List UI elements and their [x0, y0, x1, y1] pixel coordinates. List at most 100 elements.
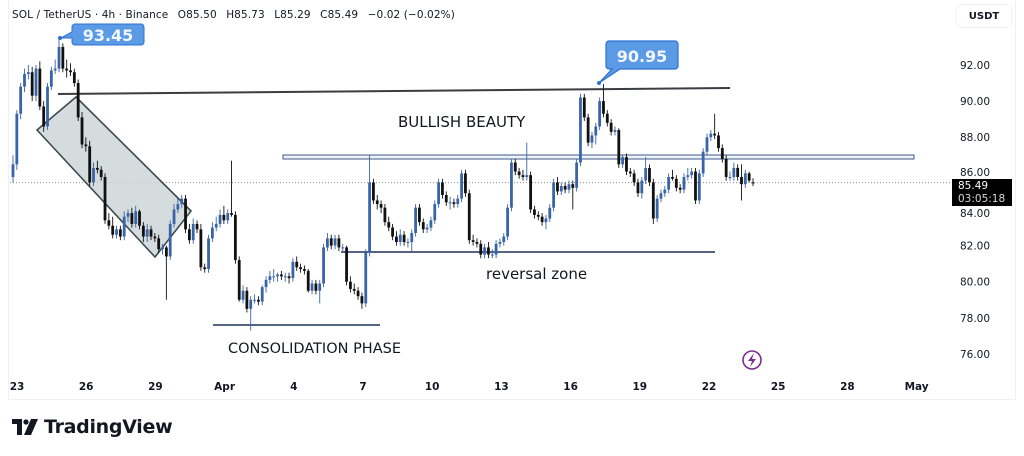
candle — [559, 182, 563, 196]
candle-body — [241, 290, 245, 300]
candle-body — [490, 254, 494, 256]
price-tick-label: 88.00 — [960, 132, 990, 144]
candle-body — [356, 290, 360, 297]
candle — [237, 256, 241, 302]
candle — [544, 214, 548, 230]
candle — [674, 175, 678, 192]
candle — [88, 140, 92, 187]
candle — [191, 218, 195, 244]
candle-body — [636, 182, 640, 194]
candle-body — [747, 173, 751, 181]
candle-body — [464, 173, 467, 194]
price-callout-93-45[interactable]: 93.45 — [58, 23, 145, 46]
resistance-trendline[interactable] — [57, 87, 731, 95]
candle — [42, 101, 46, 132]
candle — [464, 169, 467, 197]
candle-body — [613, 130, 617, 132]
candle — [53, 59, 57, 75]
candle — [218, 209, 222, 228]
candle — [46, 83, 49, 131]
candle — [115, 225, 118, 239]
price-axis[interactable]: 92.00 90.00 88.00 86.00 84.00 82.00 80.00 78.00… — [960, 60, 990, 361]
candle-body — [621, 157, 625, 165]
candle-body — [272, 276, 276, 278]
candle-body — [460, 173, 464, 199]
candle-body — [222, 214, 226, 221]
price-callout-90-95[interactable]: 90.95 — [597, 40, 679, 85]
candle — [552, 178, 556, 212]
candle-body — [199, 229, 203, 268]
candle — [724, 155, 728, 181]
candle — [226, 209, 230, 224]
candle-body — [256, 299, 260, 302]
tradingview-logo[interactable]: TradingView — [12, 416, 173, 438]
candle — [337, 234, 341, 252]
candle — [605, 110, 609, 127]
candle-body — [448, 202, 452, 204]
candle-body — [95, 167, 99, 170]
candle — [230, 160, 233, 217]
breakout-level-box[interactable] — [282, 154, 915, 160]
candle-body — [72, 72, 76, 84]
descending-channel-shape[interactable] — [35, 95, 193, 259]
candle-body — [544, 218, 548, 223]
candle-body — [736, 167, 740, 177]
currency-button[interactable]: USDT — [957, 5, 1011, 27]
candle-body — [80, 117, 84, 145]
date-tick-label: 19 — [632, 381, 647, 393]
candle-body — [667, 176, 671, 190]
candle — [118, 225, 122, 241]
candle-body — [184, 198, 187, 230]
candle-body — [513, 162, 517, 172]
candle — [245, 287, 249, 313]
candle — [72, 68, 76, 87]
candle-body — [233, 214, 237, 261]
symbol-header[interactable]: SOL / TetherUS · 4h · Binance O85.50 H85… — [12, 9, 461, 21]
candle — [617, 128, 621, 168]
candle-body — [533, 209, 536, 215]
candle-body — [372, 182, 375, 201]
candle — [260, 285, 264, 306]
candle-body — [306, 270, 310, 291]
time-axis[interactable]: 23 26 29 Apr 4 7 10 13 16 19 22 25 28 May — [10, 381, 929, 393]
candle — [26, 65, 30, 80]
candle — [663, 186, 667, 197]
candle-body — [429, 220, 433, 228]
candle-body — [655, 198, 659, 219]
candle-body — [218, 214, 222, 224]
candle — [433, 200, 437, 224]
candle — [571, 180, 575, 210]
candle-body — [253, 299, 256, 301]
tradingview-logo-icon — [12, 419, 38, 435]
candle-body — [452, 202, 456, 205]
candle-body — [337, 238, 341, 248]
candle-body — [686, 175, 690, 177]
candle — [138, 209, 141, 230]
candle — [199, 223, 203, 271]
candle-body — [521, 175, 525, 177]
candle — [460, 169, 464, 203]
candle — [49, 66, 53, 91]
candle-body — [30, 72, 34, 96]
candle — [475, 238, 479, 248]
candle — [103, 173, 107, 224]
candle-body — [295, 261, 299, 268]
candle — [441, 178, 444, 199]
candle — [697, 169, 701, 205]
candle — [678, 184, 682, 194]
candle — [513, 158, 517, 176]
candle-body — [663, 189, 667, 194]
candle — [387, 216, 391, 232]
candle-body — [502, 236, 506, 242]
lightning-icon[interactable] — [742, 350, 762, 370]
candle — [149, 225, 153, 241]
candle — [640, 176, 644, 199]
candle-body — [260, 287, 264, 302]
candle — [187, 223, 191, 244]
candle — [582, 93, 586, 121]
candle — [241, 285, 245, 304]
price-tick-label: 92.00 — [960, 60, 990, 72]
candle-body — [632, 173, 636, 183]
candle — [352, 283, 356, 295]
